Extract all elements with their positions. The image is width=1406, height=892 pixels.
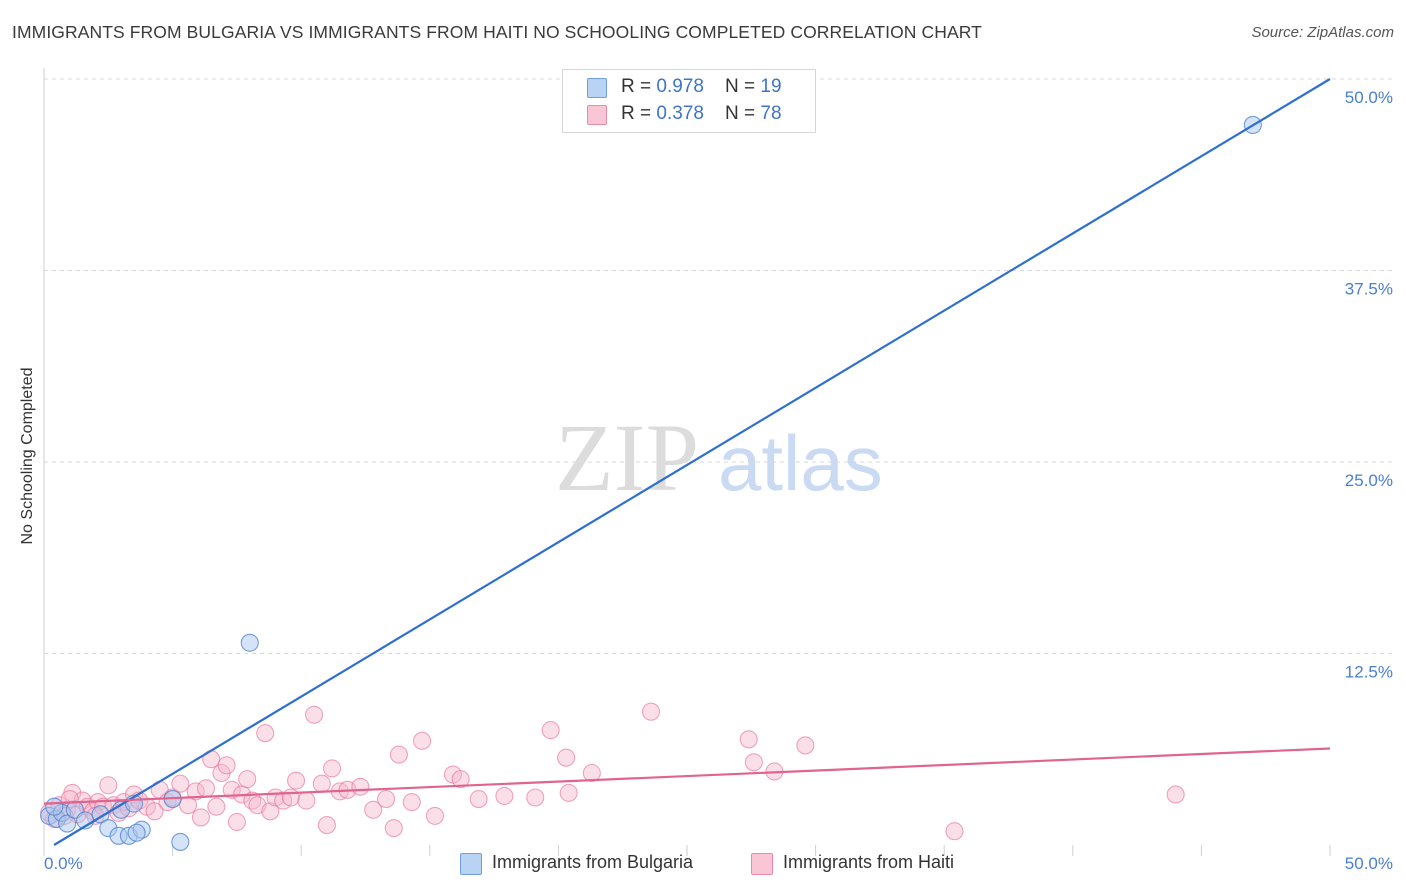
bulgaria-point — [171, 832, 190, 851]
chart-title: IMMIGRANTS FROM BULGARIA VS IMMIGRANTS F… — [12, 22, 982, 42]
y-ticks: 12.5% 25.0% 37.5% 50.0% — [1345, 88, 1393, 682]
legend-n-value: 19 — [760, 76, 782, 97]
haiti-point — [739, 730, 758, 749]
haiti-point — [196, 779, 216, 798]
haiti-point — [351, 777, 370, 796]
bulgaria-legend-label: Immigrants from Bulgaria — [492, 852, 694, 872]
legend-r-label: R = — [621, 76, 657, 97]
haiti-point — [582, 763, 601, 783]
y-tick-label: 25.0% — [1345, 471, 1393, 490]
haiti-point — [261, 802, 280, 821]
legend-r-value: 0.378 — [656, 103, 704, 124]
watermark-atlas: atlas — [718, 419, 883, 507]
bulgaria-trend-line — [53, 78, 1331, 846]
haiti-point — [364, 800, 383, 819]
haiti-point — [425, 806, 444, 825]
bulgaria-swatch — [587, 78, 607, 98]
haiti-point — [207, 797, 226, 816]
haiti-point — [323, 759, 342, 778]
bulgaria-points — [40, 115, 1262, 851]
haiti-swatch — [587, 105, 607, 125]
haiti-point — [469, 789, 488, 809]
haiti-point — [297, 791, 316, 810]
haiti-point — [227, 812, 246, 832]
y-tick-label: 37.5% — [1345, 280, 1393, 299]
haiti-point — [495, 786, 514, 806]
haiti-point — [413, 731, 432, 750]
trend-lines — [43, 78, 1331, 846]
haiti-point — [312, 774, 331, 793]
haiti-point — [1166, 785, 1185, 804]
haiti-point — [744, 753, 763, 772]
source-label: Source: ZipAtlas.com — [1251, 24, 1394, 41]
x-tick-label: 50.0% — [1345, 854, 1393, 873]
haiti-point — [171, 774, 190, 793]
bulgaria-point — [45, 797, 64, 816]
haiti-point — [945, 822, 964, 841]
haiti-point — [305, 705, 324, 724]
haiti-point — [389, 745, 408, 764]
bulgaria-point — [58, 814, 77, 833]
watermark: ZIP atlas — [555, 404, 883, 511]
bulgaria-legend-swatch — [460, 853, 482, 875]
y-tick-label: 50.0% — [1345, 88, 1393, 107]
haiti-point — [451, 770, 470, 789]
legend-n-value: 78 — [760, 103, 782, 124]
x-ticks: 0.0% 50.0% — [44, 854, 1393, 873]
legend-r-label: R = — [621, 103, 657, 124]
haiti-point — [186, 782, 205, 801]
haiti-point — [256, 724, 275, 743]
haiti-point — [377, 789, 396, 809]
legend-n-label: N = — [725, 76, 761, 97]
haiti-point — [796, 736, 815, 755]
haiti-point — [402, 793, 421, 812]
y-tick-label: 12.5% — [1345, 663, 1393, 682]
haiti-point — [526, 788, 545, 807]
haiti-point — [281, 788, 300, 807]
haiti-legend-swatch — [751, 853, 773, 875]
haiti-point — [641, 702, 661, 721]
haiti-point — [99, 776, 118, 795]
haiti-points — [40, 702, 1185, 841]
watermark-zip: ZIP — [555, 404, 699, 511]
haiti-point — [541, 721, 560, 740]
legend-n-label: N = — [725, 103, 761, 124]
haiti-trend-line — [43, 747, 1331, 805]
haiti-legend-label: Immigrants from Haiti — [783, 852, 955, 872]
haiti-point — [557, 748, 576, 767]
correlation-legend: R = 0.978 N = 19 R = 0.378 N = 78 — [562, 69, 816, 133]
haiti-point — [222, 780, 241, 799]
haiti-point — [191, 808, 210, 827]
legend-r-value: 0.978 — [656, 76, 704, 97]
haiti-point — [287, 771, 306, 790]
haiti-point — [559, 783, 578, 802]
haiti-point — [384, 819, 403, 838]
bulgaria-point — [240, 633, 259, 652]
haiti-point — [217, 756, 236, 775]
x-tick-label: 0.0% — [44, 854, 83, 873]
bulgaria-point — [127, 823, 146, 842]
haiti-point — [238, 770, 257, 789]
haiti-point — [317, 816, 336, 835]
haiti-point — [145, 802, 164, 821]
